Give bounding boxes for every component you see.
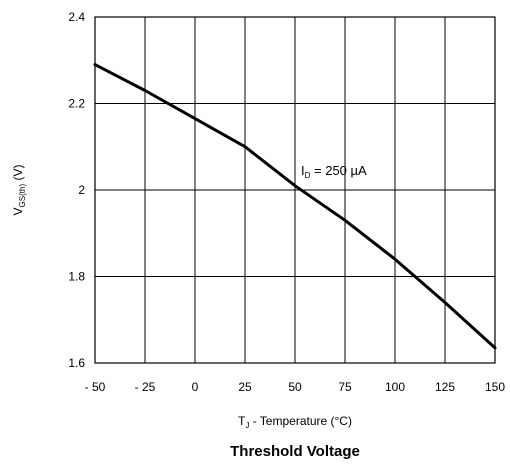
y-tick-label: 2.2 [68,97,85,111]
y-tick-label: 1.8 [68,270,85,284]
plot-frame [94,16,496,364]
y-axis-label-prefix: V [11,207,25,215]
y-tick-label: 2 [78,183,85,197]
annotation-label: ID = 250 µA [301,163,367,180]
series-line [93,63,497,350]
x-tick-labels: - 50 - 25 0 25 50 75 100 125 150 [85,380,506,394]
annotation-prefix: I [301,163,305,178]
x-tick-label: 25 [238,380,252,394]
x-axis-label-prefix: T [238,414,246,428]
y-tick-labels: 1.6 1.8 2 2.2 2.4 [68,10,85,370]
chart-title: Threshold Voltage [230,443,360,460]
y-axis-label-subscript: GS(th) [18,184,27,208]
annotation-subscript: D [305,171,311,180]
x-tick-label: 50 [288,380,302,394]
x-tick-label: 150 [485,380,505,394]
x-tick-label: 100 [385,380,405,394]
plot-border [94,16,496,364]
x-tick-label: 75 [338,380,352,394]
x-axis-label-subscript: J [245,421,249,430]
x-tick-label: 125 [435,380,455,394]
grid [95,17,495,363]
series-layer [93,63,497,350]
x-tick-label: - 50 [85,380,106,394]
x-tick-label: - 25 [135,380,156,394]
annotation-rest: = 250 µA [310,163,367,178]
y-axis-label-rest: (V) [11,165,25,184]
x-axis-label: TJ - Temperature (°C) [238,414,352,430]
y-axis-label: VGS(th) (V) [11,165,27,216]
y-tick-label: 1.6 [68,356,85,370]
x-tick-label: 0 [192,380,199,394]
x-axis-label-rest: - Temperature (°C) [249,414,352,428]
y-tick-label: 2.4 [68,10,85,24]
